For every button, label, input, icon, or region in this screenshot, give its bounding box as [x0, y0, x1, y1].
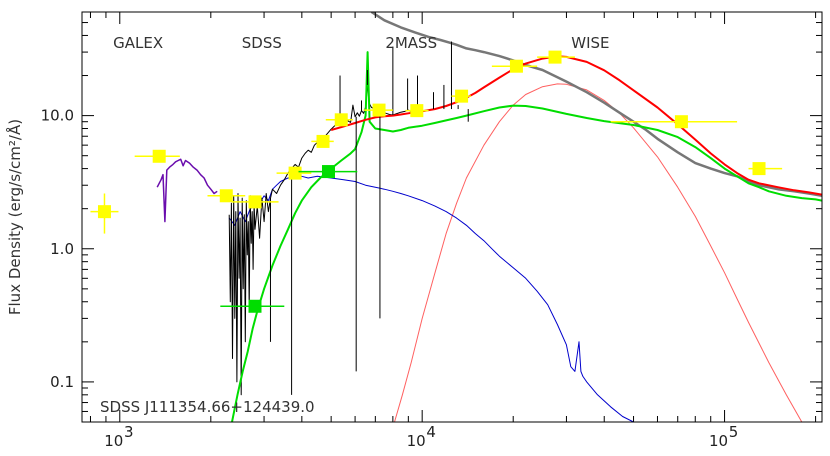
band-label: WISE — [571, 34, 609, 52]
photometry-point — [752, 162, 766, 176]
x-tick-label: 10 — [709, 432, 728, 450]
chart-curves — [156, 12, 822, 422]
photometry-point — [97, 205, 111, 219]
band-labels: GALEX SDSS 2MASS WISE — [113, 34, 609, 52]
photometry-point — [455, 89, 469, 103]
photometry-point — [152, 149, 166, 163]
series-template-gray — [370, 12, 822, 198]
series-stellar-blue — [228, 175, 639, 422]
photometry-point — [509, 59, 523, 73]
series-model-total — [330, 55, 822, 196]
series-dust-thin — [394, 83, 803, 422]
photometry-point — [219, 189, 233, 203]
y-tick-label: 1.0 — [50, 240, 74, 258]
photometry-point — [316, 134, 330, 148]
band-label: 2MASS — [385, 34, 437, 52]
photometry-markers — [90, 50, 783, 313]
y-tick-label: 10.0 — [41, 107, 74, 125]
photometry-point — [288, 166, 302, 180]
photometry-point — [334, 113, 348, 127]
photometry-point-green — [248, 299, 262, 313]
axes: 10 3 10 4 10 50.11.010.0 — [41, 11, 822, 450]
photometry-point-green — [321, 165, 335, 179]
x-tick-label: 10 — [104, 432, 123, 450]
photometry-point — [410, 104, 424, 118]
band-label: GALEX — [113, 34, 163, 52]
photometry-point — [674, 115, 688, 129]
x-tick-label-exponent: 4 — [426, 423, 436, 441]
series-galex — [156, 158, 218, 223]
y-tick-label: 0.1 — [50, 373, 74, 391]
object-label: SDSS J111354.66+124439.0 — [100, 398, 315, 416]
photometry-point — [548, 50, 562, 64]
photometry-point — [372, 103, 386, 117]
photometry-point — [248, 195, 262, 209]
series-model-green — [231, 51, 822, 422]
x-tick-label-exponent: 3 — [124, 423, 134, 441]
band-label: SDSS — [242, 34, 282, 52]
plot-frame — [81, 11, 823, 423]
y-axis-label: Flux Density (erg/s/cm²/Å) — [5, 119, 24, 315]
x-tick-label: 10 — [407, 432, 426, 450]
x-tick-label-exponent: 5 — [729, 423, 739, 441]
